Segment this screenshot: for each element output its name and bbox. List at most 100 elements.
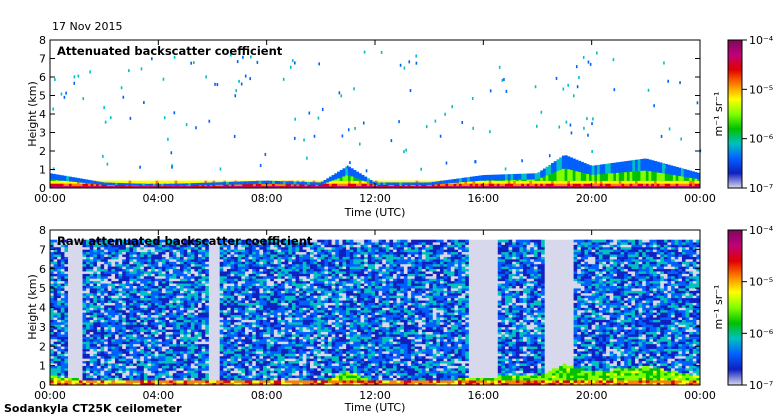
heatmap-cell	[133, 305, 137, 308]
heatmap-speck	[444, 112, 446, 116]
heatmap-cell	[53, 353, 58, 357]
heatmap-cell	[75, 329, 80, 333]
heatmap-cell	[169, 244, 174, 248]
heatmap-cell	[53, 295, 58, 299]
heatmap-cell	[71, 244, 76, 248]
heatmap-cell	[245, 244, 249, 248]
heatmap-cell	[270, 370, 275, 374]
heatmap-cell	[60, 351, 65, 354]
heatmap-cell	[136, 276, 141, 279]
heatmap-cell	[118, 324, 123, 328]
heatmap-cell	[385, 182, 389, 185]
heatmap-cell	[68, 382, 72, 386]
heatmap-cell	[107, 324, 112, 328]
heatmap-cell	[393, 182, 397, 185]
heatmap-cell	[104, 360, 109, 364]
heatmap-cell	[64, 239, 69, 243]
heatmap-cell	[180, 314, 184, 318]
heatmap-cell	[237, 242, 242, 245]
heatmap-cell	[263, 348, 267, 352]
heatmap-cell	[201, 268, 206, 272]
heatmap-cell	[230, 256, 235, 260]
heatmap-cell	[151, 276, 156, 279]
heatmap-cell	[180, 305, 184, 308]
heatmap-cell	[219, 363, 224, 366]
heatmap-cell	[155, 184, 159, 187]
heatmap-cell	[82, 336, 87, 340]
heatmap-cell	[143, 305, 148, 308]
heatmap-cell	[212, 331, 217, 335]
heatmap-cell	[637, 159, 641, 172]
heatmap-cell	[234, 261, 239, 265]
heatmap-cell	[136, 351, 141, 354]
heatmap-cell	[219, 246, 224, 250]
heatmap-cell	[183, 244, 188, 248]
heatmap-cell	[205, 336, 210, 340]
heatmap-cell	[180, 300, 184, 303]
heatmap-cell	[643, 170, 647, 181]
heatmap-cell	[118, 322, 123, 325]
heatmap-cell	[247, 181, 251, 185]
heatmap-cell	[107, 256, 112, 260]
heatmap-cell	[82, 266, 87, 270]
heatmap-cell	[364, 185, 368, 189]
heatmap-cell	[187, 355, 192, 359]
heatmap-cell	[526, 183, 530, 187]
heatmap-cell	[86, 251, 91, 255]
heatmap-cell	[672, 174, 676, 181]
heatmap-cell	[151, 290, 156, 294]
heatmap-cell	[68, 251, 72, 255]
heatmap-cell	[158, 334, 163, 337]
heatmap-cell	[205, 343, 210, 347]
heatmap-cell	[96, 278, 101, 282]
heatmap-cell	[205, 370, 210, 374]
heatmap-cell	[136, 183, 140, 186]
heatmap-cell	[187, 268, 192, 272]
heatmap-cell	[245, 307, 249, 311]
heatmap-cell	[125, 254, 130, 257]
heatmap-cell	[580, 185, 584, 189]
heatmap-cell	[68, 351, 72, 354]
heatmap-speck	[313, 134, 316, 138]
heatmap-cell	[204, 182, 208, 186]
heatmap-cell	[68, 336, 72, 340]
heatmap-cell	[269, 185, 273, 189]
heatmap-cell	[183, 307, 188, 311]
heatmap-cell	[64, 305, 69, 308]
heatmap-cell	[418, 185, 422, 189]
heatmap-cell	[223, 372, 228, 376]
heatmap-cell	[172, 283, 177, 286]
heatmap-cell	[241, 288, 246, 291]
heatmap-cell	[133, 292, 137, 296]
heatmap-cell	[629, 185, 633, 189]
heatmap-cell	[187, 242, 192, 245]
heatmap-cell	[369, 185, 373, 189]
heatmap-cell	[158, 266, 163, 270]
heatmap-cell	[212, 239, 217, 243]
heatmap-cell	[100, 278, 105, 282]
heatmap-cell	[591, 165, 595, 175]
heatmap-cell	[223, 273, 228, 277]
heatmap-cell	[57, 322, 62, 325]
heatmap-cell	[190, 317, 195, 320]
heatmap-cell	[174, 183, 178, 186]
y-tick-label: 3	[39, 127, 46, 140]
heatmap-cell	[169, 239, 174, 243]
heatmap-cell	[678, 183, 682, 187]
heatmap-cell	[68, 268, 72, 272]
heatmap-cell	[219, 368, 224, 371]
heatmap-speck	[471, 96, 474, 100]
heatmap-cell	[183, 239, 188, 243]
heatmap-cell	[237, 300, 242, 303]
heatmap-cell	[60, 288, 65, 291]
heatmap-cell	[86, 368, 91, 371]
heatmap-cell	[194, 360, 199, 364]
heatmap-cell	[57, 302, 62, 306]
heatmap-cell	[266, 297, 271, 301]
heatmap-cell	[219, 283, 224, 286]
heatmap-cell	[415, 182, 419, 185]
heatmap-cell	[53, 244, 58, 248]
heatmap-cell	[187, 365, 192, 369]
heatmap-cell	[86, 351, 91, 354]
heatmap-cell	[245, 334, 249, 337]
